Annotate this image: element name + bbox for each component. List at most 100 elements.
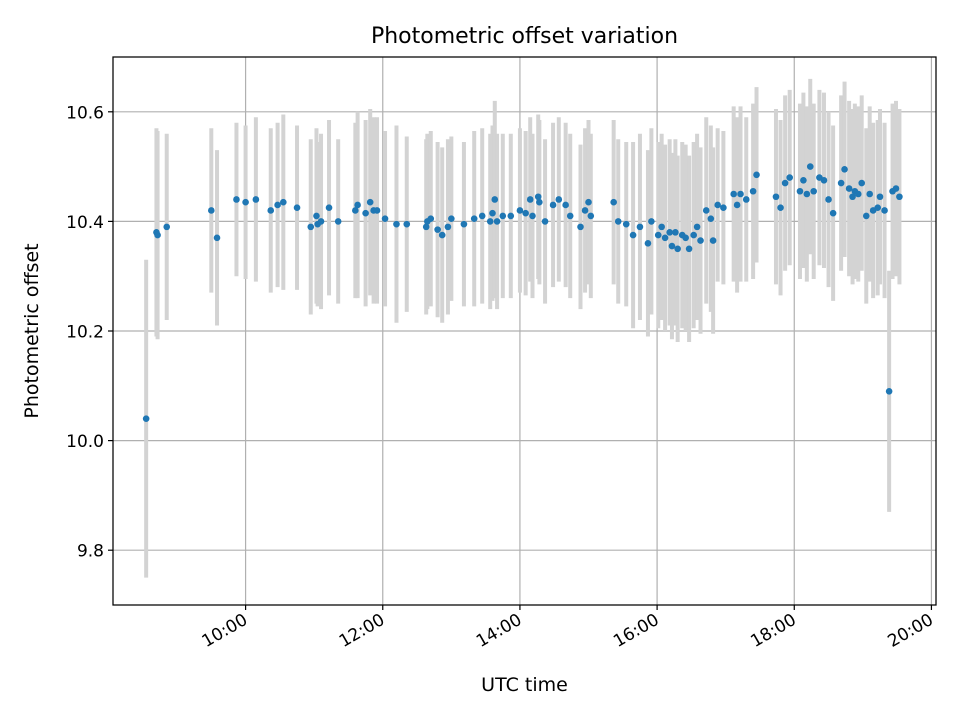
data-point	[267, 207, 275, 214]
y-tick-label: 10.6	[66, 103, 104, 123]
data-point	[403, 220, 411, 228]
data-point	[885, 387, 893, 395]
data-point	[714, 201, 721, 209]
data-point	[622, 220, 630, 228]
data-point	[373, 207, 381, 214]
x-tick-label: 16:00	[610, 610, 662, 652]
y-axis-ticks: 9.8 10.0 10.2 10.4 10.6	[66, 103, 113, 562]
y-tick-label: 10.0	[66, 432, 104, 452]
data-point	[541, 218, 549, 225]
data-point	[313, 212, 320, 220]
data-point	[352, 207, 359, 214]
data-point	[470, 215, 478, 222]
data-point	[154, 231, 161, 239]
data-point	[381, 215, 389, 222]
data-point	[786, 174, 793, 181]
data-point	[362, 209, 369, 217]
data-point	[753, 171, 760, 179]
data-point	[366, 198, 374, 206]
data-point	[648, 218, 655, 225]
data-point	[629, 231, 637, 239]
data-point	[800, 177, 807, 184]
data-point	[854, 190, 862, 198]
data-point	[742, 196, 750, 203]
data-point	[661, 234, 669, 242]
data-point	[702, 207, 710, 214]
data-point	[516, 207, 524, 214]
data-point	[444, 223, 452, 231]
data-point	[720, 204, 727, 211]
data-point	[499, 212, 507, 220]
data-point	[781, 179, 789, 187]
data-point	[213, 234, 221, 242]
data-point	[896, 193, 903, 201]
data-points	[142, 163, 903, 422]
data-point	[577, 223, 584, 231]
data-point	[772, 193, 780, 201]
data-point	[522, 209, 529, 217]
data-point	[690, 231, 697, 239]
data-point	[526, 196, 534, 203]
data-point	[393, 220, 400, 228]
data-point	[325, 204, 333, 211]
data-point	[274, 201, 281, 209]
data-point	[536, 198, 543, 206]
data-point	[881, 207, 888, 214]
data-point	[709, 237, 717, 244]
x-tick-label: 14:00	[473, 610, 525, 652]
data-point	[730, 190, 737, 198]
data-point	[644, 240, 652, 247]
data-point	[208, 207, 215, 214]
data-point	[438, 231, 446, 239]
data-point	[555, 196, 563, 203]
chart-title: Photometric offset variation	[371, 24, 678, 49]
data-point	[562, 201, 569, 209]
y-tick-label: 9.8	[77, 542, 104, 562]
data-point	[334, 218, 342, 225]
data-point	[280, 198, 287, 206]
data-point	[422, 223, 430, 231]
data-point	[685, 245, 693, 253]
x-axis-ticks: 10:00 12:00 14:00 16:00 18:00 20:00	[199, 605, 937, 652]
x-axis-label: UTC time	[481, 674, 568, 696]
data-point	[233, 196, 240, 203]
y-tick-label: 10.2	[66, 323, 104, 343]
data-point	[806, 163, 814, 170]
data-point	[668, 242, 676, 250]
data-point	[293, 204, 301, 211]
data-point	[493, 218, 501, 225]
x-tick-label: 18:00	[747, 610, 799, 652]
data-point	[585, 198, 592, 206]
x-tick-label: 20:00	[884, 610, 936, 652]
data-point	[354, 201, 361, 209]
data-point	[587, 212, 595, 220]
data-point	[749, 187, 757, 195]
data-point	[654, 231, 662, 239]
data-point	[737, 190, 744, 198]
data-point	[845, 185, 853, 192]
error-bars	[144, 78, 902, 578]
data-point	[610, 198, 617, 206]
data-point	[825, 196, 832, 203]
data-point	[892, 185, 900, 192]
data-point	[820, 177, 828, 184]
data-point	[636, 223, 644, 231]
data-point	[142, 415, 150, 422]
data-point	[434, 226, 441, 233]
data-point	[549, 201, 557, 209]
data-point	[697, 237, 704, 244]
data-point	[707, 215, 715, 222]
data-point	[614, 218, 622, 225]
data-point	[534, 193, 542, 201]
data-point	[163, 223, 171, 231]
data-point	[666, 229, 673, 236]
data-point	[674, 245, 681, 253]
data-point	[427, 215, 435, 222]
data-point	[866, 190, 874, 198]
data-point	[658, 223, 665, 231]
data-point	[507, 212, 515, 220]
x-tick-label: 12:00	[336, 610, 388, 652]
data-point	[849, 193, 856, 201]
